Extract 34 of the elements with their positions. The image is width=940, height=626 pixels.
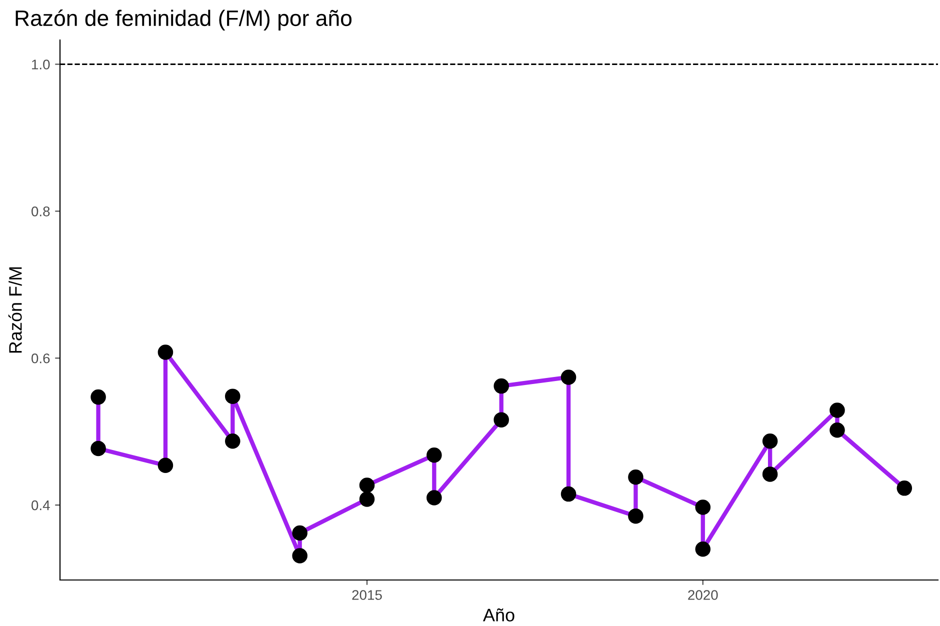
point [628,470,644,485]
point [494,412,509,428]
point [225,388,240,404]
x-tick-label: 2015 [352,590,382,600]
point [560,486,576,502]
point [90,440,106,456]
point [695,500,711,515]
point [158,458,174,474]
x-tick-label: 2020 [688,590,718,600]
point [359,492,375,507]
point [292,525,308,541]
point [762,466,778,482]
point [426,447,442,463]
point [359,478,375,493]
x-axis-title: Año [482,608,514,622]
point [225,434,240,449]
point [90,389,106,405]
point [494,378,509,394]
y-tick-label: 1.0 [32,60,50,70]
y-tick-label: 0.4 [32,500,50,510]
point [762,434,778,449]
point [158,344,174,360]
y-tick-label: 0.8 [32,206,50,216]
point [830,422,845,438]
point [695,542,711,557]
chart-title: Razón de feminidad (F/M) por año [16,10,352,30]
point [896,480,912,496]
point [292,548,308,564]
y-axis-title: Razón F/M [8,267,22,353]
point [628,508,644,524]
point [830,402,845,418]
y-tick-label: 0.6 [32,353,50,364]
point [426,490,442,506]
point [560,370,576,385]
